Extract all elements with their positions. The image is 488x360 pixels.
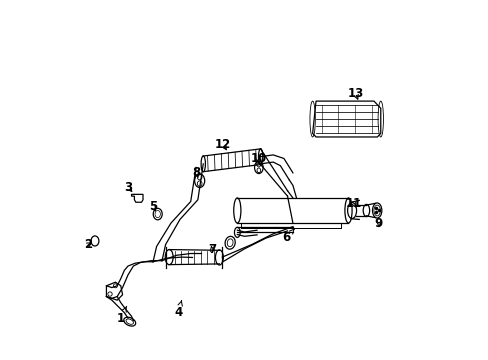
Text: 2: 2 [84, 238, 92, 251]
Text: 9: 9 [374, 216, 382, 230]
Text: 1: 1 [117, 306, 126, 325]
Text: 4: 4 [174, 301, 182, 319]
Text: 5: 5 [149, 201, 157, 213]
Text: 3: 3 [123, 181, 132, 194]
Text: 11: 11 [345, 197, 361, 210]
Text: 6: 6 [282, 229, 293, 244]
Text: 8: 8 [192, 166, 200, 179]
Text: 13: 13 [347, 87, 363, 100]
Text: 10: 10 [250, 152, 266, 165]
Text: 12: 12 [214, 138, 231, 150]
Text: 7: 7 [208, 243, 216, 256]
